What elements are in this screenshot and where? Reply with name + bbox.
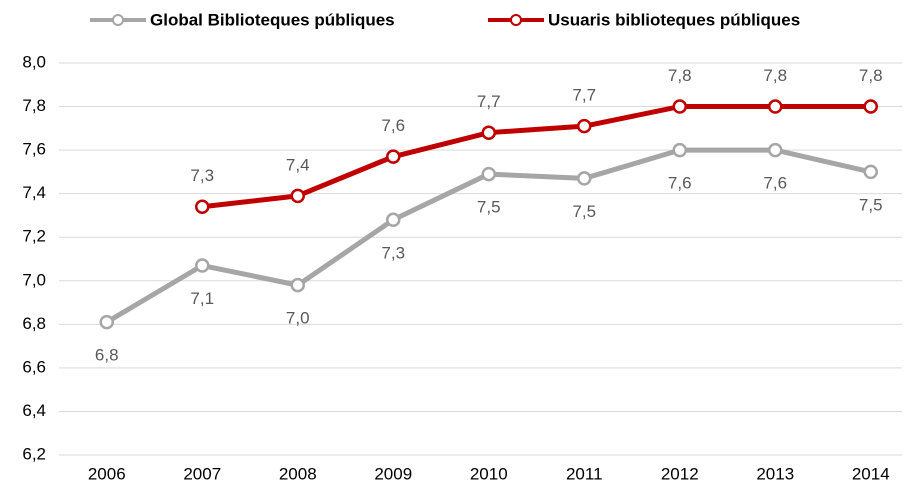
point [386,212,401,228]
point [290,188,305,204]
y-tick-label: 7,4 [22,183,46,202]
value-label: 7,5 [859,195,883,214]
point [768,99,783,114]
value-label: 7,4 [286,155,310,174]
x-tick-label: 2014 [852,464,890,483]
y-tick-label: 7,8 [22,96,46,115]
value-label: 7,8 [668,66,692,85]
value-label: 7,8 [859,66,883,85]
value-label: 7,1 [190,289,214,308]
point [481,166,496,182]
x-tick-label: 2010 [470,464,508,483]
value-label: 7,3 [381,243,405,262]
value-label: 7,7 [572,86,596,105]
value-label: 7,6 [763,174,787,193]
y-tick-label: 6,4 [22,401,46,420]
value-label: 7,5 [477,198,501,217]
legend-marker [510,14,522,26]
y-tick-label: 8,0 [22,52,46,71]
point [290,277,305,293]
value-label: 7,3 [190,166,214,185]
point [863,99,878,114]
point [863,164,878,180]
y-tick-label: 6,2 [22,444,46,463]
y-tick-label: 7,2 [22,227,46,246]
y-tick-label: 6,6 [22,357,46,376]
y-tick-label: 6,8 [22,314,46,333]
x-tick-label: 2011 [566,464,603,483]
point [481,125,496,140]
x-tick-label: 2012 [661,464,699,483]
x-tick-label: 2006 [88,464,126,483]
point [99,314,114,330]
legend-label: Usuaris biblioteques públiques [548,10,800,29]
value-label: 7,8 [763,66,787,85]
value-label: 7,7 [477,92,501,111]
y-tick-label: 7,0 [22,270,46,289]
x-tick-label: 2007 [183,464,221,483]
value-label: 7,5 [572,202,596,221]
x-tick-label: 2013 [756,464,794,483]
point [195,258,210,273]
value-label: 7,6 [381,116,405,135]
value-label: 6,8 [95,346,119,365]
x-tick-label: 2008 [279,464,317,483]
value-label: 7,6 [668,174,692,193]
value-label: 7,0 [286,309,310,328]
series-line [201,104,871,210]
point [195,199,210,214]
legend-label: Global Biblioteques públiques [150,10,395,29]
point [672,99,687,114]
point [386,149,401,164]
point [577,171,592,186]
point [577,118,592,134]
y-tick-label: 7,6 [22,140,46,159]
point [672,142,687,158]
legend-marker [112,14,124,26]
point [768,142,783,158]
x-tick-label: 2009 [374,464,412,483]
